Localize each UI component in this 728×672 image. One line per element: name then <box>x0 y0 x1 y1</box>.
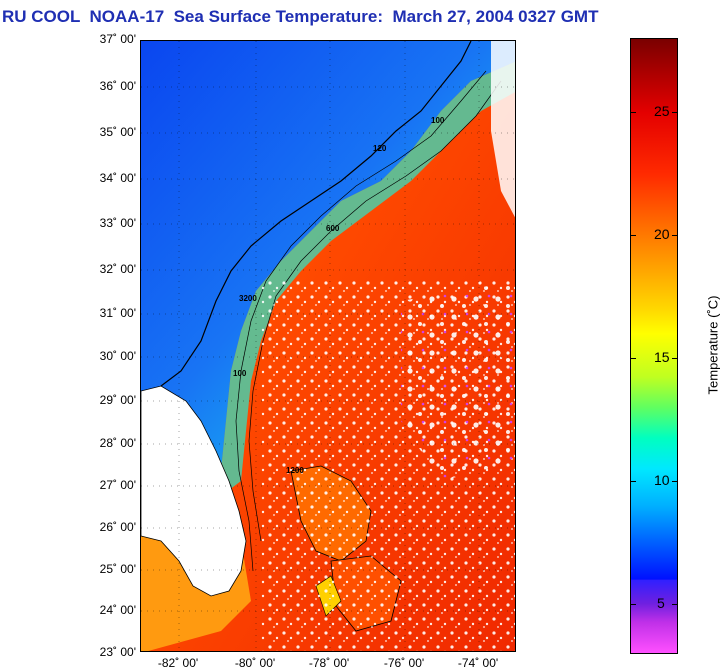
lat-label-29: 29˚ 00' <box>99 393 136 407</box>
graticule <box>141 41 515 651</box>
lat-label-37: 37˚ 00' <box>99 32 136 46</box>
colorbar-label: Temperature (˚C) <box>705 295 721 395</box>
colorbar-tick-5: 5 <box>657 595 665 611</box>
lat-label-34: 34˚ 00' <box>99 171 136 185</box>
colorbar-tick-10: 10 <box>654 472 670 488</box>
lat-label-30: 30˚ 00' <box>99 349 136 363</box>
contour-label-3: 600 <box>326 224 340 233</box>
shelf-transition-band <box>141 61 515 511</box>
cold-water-region <box>141 41 515 481</box>
sst-map[interactable]: 100 120 600 1200 3200 100 <box>140 40 516 652</box>
lat-label-26: 26˚ 00' <box>99 520 136 534</box>
temperature-colorbar <box>630 38 678 654</box>
coastline <box>160 41 472 387</box>
contour-100m <box>235 70 487 572</box>
contour-label-5: 3200 <box>239 294 257 303</box>
lat-label-28: 28˚ 00' <box>99 436 136 450</box>
contour-label-1: 100 <box>431 116 445 125</box>
lon-label-74: -74˚ 00' <box>457 656 499 670</box>
lat-label-35: 35˚ 00' <box>99 125 136 139</box>
cloud-patch-northeast <box>491 41 515 218</box>
lat-label-33: 33˚ 00' <box>99 216 136 230</box>
florida-land <box>141 385 247 597</box>
contour-600m <box>248 80 502 542</box>
colorbar-tick-15: 15 <box>654 349 670 365</box>
cloud-patch-east <box>401 281 515 481</box>
lon-label-82: -82˚ 00' <box>157 656 199 670</box>
lat-label-36: 36˚ 00' <box>99 79 136 93</box>
lat-label-24: 24˚ 00' <box>99 603 136 617</box>
lon-label-78: -78˚ 00' <box>308 656 350 670</box>
colorbar-tick-25: 25 <box>654 103 670 119</box>
contour-label-2: 120 <box>373 144 387 153</box>
contour-label-6: 100 <box>233 369 247 378</box>
lat-label-25: 25˚ 00' <box>99 562 136 576</box>
lon-label-76: -76˚ 00' <box>383 656 425 670</box>
contour-label-4: 1200 <box>286 466 304 475</box>
lon-label-80: -80˚ 00' <box>234 656 276 670</box>
sst-map-graphic: 100 120 600 1200 3200 100 <box>141 41 515 651</box>
lat-label-31: 31˚ 00' <box>99 306 136 320</box>
lat-label-27: 27˚ 00' <box>99 478 136 492</box>
lat-label-32: 32˚ 00' <box>99 262 136 276</box>
lat-label-23: 23˚ 00' <box>99 645 136 659</box>
colorbar-tick-20: 20 <box>654 226 670 242</box>
page-title: RU COOL NOAA-17 Sea Surface Temperature:… <box>2 7 599 26</box>
